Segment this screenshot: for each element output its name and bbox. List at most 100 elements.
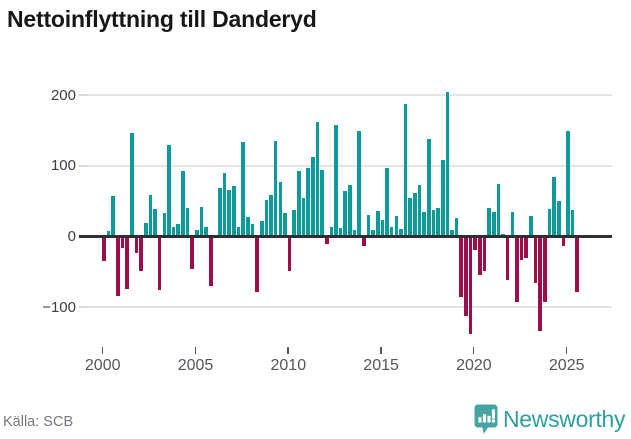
bar-quarter-49 xyxy=(329,226,334,237)
bar-quarter-40 xyxy=(287,236,292,272)
bar-quarter-83 xyxy=(487,208,491,237)
x-axis-tick-2025 xyxy=(565,347,568,354)
bar-quarter-44 xyxy=(306,167,310,237)
bar-quarter-16 xyxy=(176,224,181,237)
bar-quarter-63 xyxy=(394,215,399,237)
x-axis-label-2020: 2020 xyxy=(456,357,492,374)
bar-quarter-74 xyxy=(445,92,450,237)
x-axis-label-2025: 2025 xyxy=(548,357,585,374)
newsworthy-logo-icon xyxy=(474,404,498,439)
x-axis-tick-2015 xyxy=(380,347,382,354)
bar-quarter-46 xyxy=(315,121,320,237)
x-axis-label-2005: 2005 xyxy=(177,357,214,374)
x-axis-tick-2000 xyxy=(101,347,104,354)
newsworthy-logo-link[interactable]: Newsworthy xyxy=(474,403,628,436)
bar-quarter-19 xyxy=(190,236,194,270)
x-axis-label-2010: 2010 xyxy=(270,357,307,374)
bar-quarter-68 xyxy=(417,184,422,237)
gridline--100 xyxy=(85,306,612,308)
bar-quarter-4 xyxy=(120,236,125,248)
y-axis-tick xyxy=(79,306,87,308)
bar-quarter-31 xyxy=(246,216,250,237)
bar-quarter-69 xyxy=(422,211,426,237)
bar-quarter-38 xyxy=(278,182,283,237)
x-axis-tick-2010 xyxy=(287,347,289,354)
bar-quarter-86 xyxy=(501,233,505,237)
bar-quarter-72 xyxy=(436,207,440,237)
bar-quarter-26 xyxy=(222,172,227,237)
bar-quarter-0 xyxy=(102,236,106,262)
source-attribution: Källa: SCB xyxy=(3,414,74,430)
bar-quarter-27 xyxy=(227,189,232,237)
x-axis-tick-2020 xyxy=(472,347,475,354)
bar-quarter-61 xyxy=(385,167,389,237)
y-axis-label: 100 xyxy=(50,157,76,175)
bar-quarter-85 xyxy=(496,184,501,237)
y-axis-label: 200 xyxy=(50,86,76,104)
x-axis-label-2000: 2000 xyxy=(84,357,121,374)
y-axis-tick xyxy=(79,165,87,167)
y-axis-tick xyxy=(79,235,87,238)
x-axis-label-2015: 2015 xyxy=(363,357,399,374)
bar-quarter-21 xyxy=(199,206,204,237)
bar-quarter-18 xyxy=(185,207,190,237)
bar-quarter-10 xyxy=(148,195,153,237)
bar-quarter-56 xyxy=(362,236,366,247)
bar-quarter-98 xyxy=(556,201,561,237)
gridline-200 xyxy=(85,94,612,96)
bar-quarter-87 xyxy=(505,236,510,280)
bar-quarter-91 xyxy=(524,236,529,258)
bar-quarter-52 xyxy=(343,191,348,237)
bar-quarter-96 xyxy=(547,208,552,237)
bar-quarter-23 xyxy=(208,236,213,286)
bar-quarter-60 xyxy=(380,219,385,237)
y-axis-label: 0 xyxy=(67,228,76,245)
bar-quarter-90 xyxy=(519,236,524,260)
bar-quarter-43 xyxy=(301,198,306,237)
bar-quarter-50 xyxy=(334,124,338,237)
bar-quarter-12 xyxy=(157,236,162,291)
bar-quarter-34 xyxy=(259,220,264,237)
bar-quarter-22 xyxy=(204,227,208,237)
bar-quarter-92 xyxy=(529,215,533,237)
bar-quarter-2 xyxy=(111,196,116,237)
bar-quarter-45 xyxy=(311,156,315,237)
bar-quarter-59 xyxy=(375,211,380,237)
bar-quarter-51 xyxy=(338,228,343,237)
x-axis-tick-2005 xyxy=(194,347,197,354)
bar-quarter-64 xyxy=(399,229,403,237)
bar-quarter-100 xyxy=(566,131,570,237)
bar-quarter-97 xyxy=(552,177,556,237)
bar-quarter-88 xyxy=(510,211,515,237)
bar-quarter-76 xyxy=(454,218,459,237)
bar-quarter-11 xyxy=(153,208,157,237)
bar-quarter-20 xyxy=(195,230,199,237)
bar-quarter-5 xyxy=(125,236,129,289)
bar-quarter-80 xyxy=(473,236,477,250)
bar-quarter-67 xyxy=(413,193,417,237)
bar-quarter-84 xyxy=(491,212,496,237)
bar-quarter-53 xyxy=(348,184,352,237)
bar-quarter-25 xyxy=(218,188,222,237)
bar-quarter-8 xyxy=(139,236,143,272)
bar-quarter-32 xyxy=(250,224,255,237)
bar-quarter-89 xyxy=(515,236,519,302)
bar-quarter-3 xyxy=(116,236,120,296)
bar-quarter-79 xyxy=(468,236,473,335)
bar-quarter-58 xyxy=(371,230,375,237)
bar-quarter-1 xyxy=(106,230,111,237)
bar-quarter-55 xyxy=(357,131,361,237)
bar-quarter-9 xyxy=(143,223,148,237)
bar-quarter-33 xyxy=(255,236,259,292)
bar-quarter-62 xyxy=(389,227,394,237)
bar-quarter-99 xyxy=(561,236,566,247)
bar-quarter-95 xyxy=(543,236,547,302)
bar-quarter-93 xyxy=(533,236,538,284)
bar-quarter-42 xyxy=(297,170,301,237)
bar-quarter-54 xyxy=(352,230,357,237)
bar-quarter-71 xyxy=(431,209,436,237)
bar-quarter-7 xyxy=(134,236,139,254)
gridline-100 xyxy=(85,165,612,167)
